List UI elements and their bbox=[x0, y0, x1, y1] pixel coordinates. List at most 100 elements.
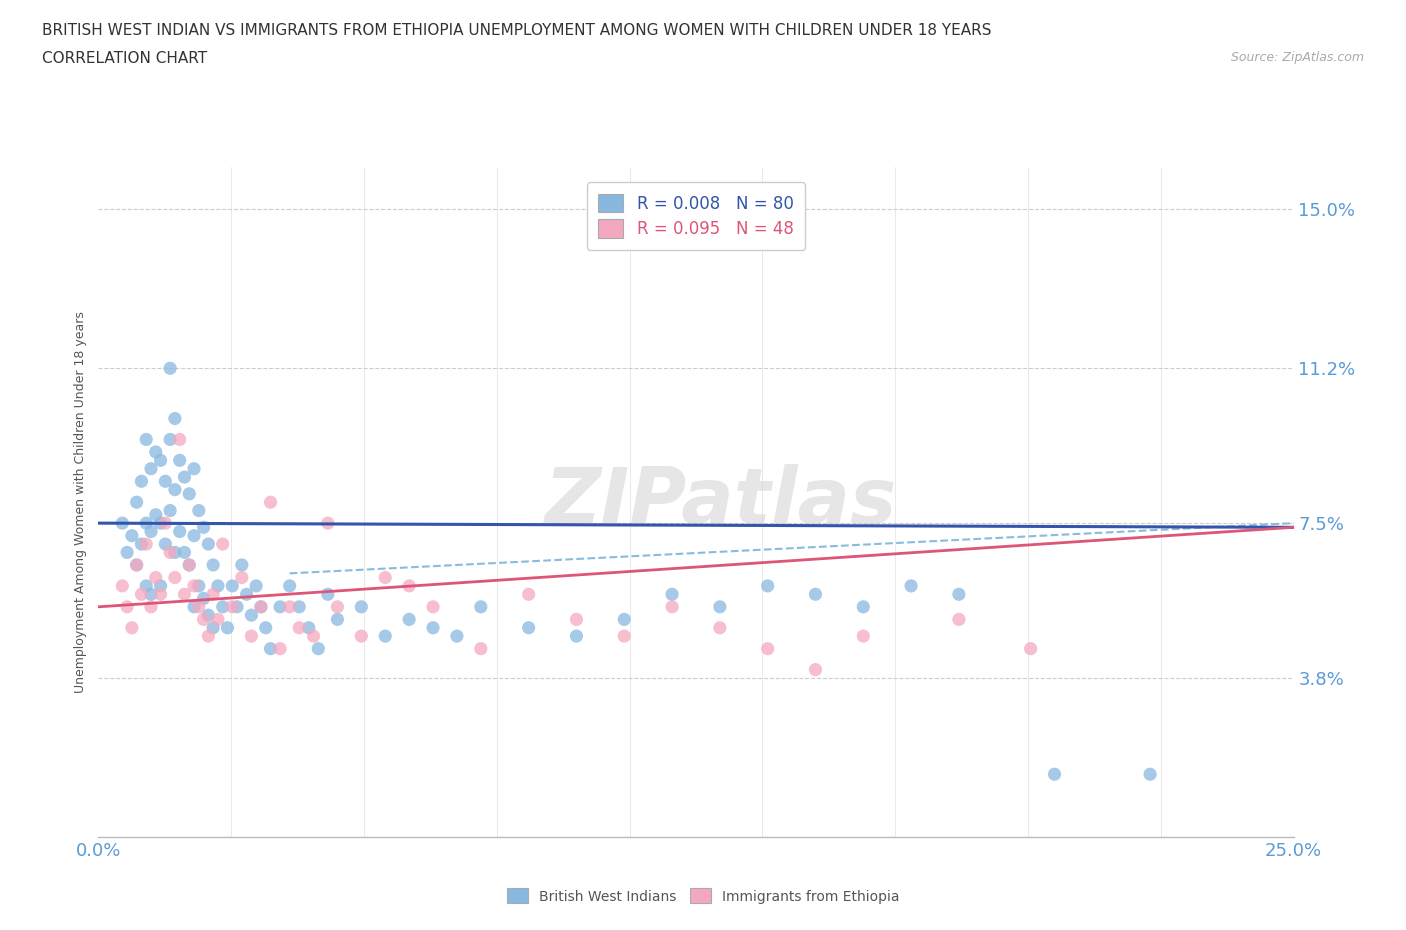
Point bbox=[221, 600, 243, 615]
Point bbox=[173, 587, 195, 602]
Point bbox=[250, 600, 273, 615]
Point bbox=[804, 662, 827, 677]
Point bbox=[121, 620, 143, 635]
Point bbox=[259, 642, 281, 657]
Point bbox=[900, 578, 922, 593]
Point bbox=[149, 578, 172, 593]
Point bbox=[517, 620, 540, 635]
Point bbox=[613, 629, 636, 644]
Point bbox=[163, 483, 186, 498]
Point bbox=[202, 558, 225, 573]
Point bbox=[948, 612, 970, 627]
Point bbox=[159, 503, 181, 518]
Point bbox=[470, 642, 492, 657]
Point bbox=[302, 629, 325, 644]
Point bbox=[135, 537, 157, 551]
Point bbox=[374, 629, 396, 644]
Point bbox=[145, 445, 167, 459]
Point bbox=[756, 642, 779, 657]
Point bbox=[240, 608, 263, 623]
Point bbox=[446, 629, 468, 644]
Point bbox=[159, 432, 181, 447]
Point bbox=[278, 578, 301, 593]
Point bbox=[221, 578, 243, 593]
Point bbox=[173, 545, 195, 560]
Point bbox=[139, 461, 162, 476]
Text: BRITISH WEST INDIAN VS IMMIGRANTS FROM ETHIOPIA UNEMPLOYMENT AMONG WOMEN WITH CH: BRITISH WEST INDIAN VS IMMIGRANTS FROM E… bbox=[42, 23, 991, 38]
Point bbox=[149, 453, 172, 468]
Point bbox=[470, 600, 492, 615]
Point bbox=[422, 600, 444, 615]
Point bbox=[193, 520, 215, 535]
Point bbox=[169, 453, 191, 468]
Point bbox=[269, 600, 291, 615]
Point bbox=[709, 600, 731, 615]
Point bbox=[350, 600, 373, 615]
Point bbox=[115, 545, 138, 560]
Point bbox=[149, 516, 172, 531]
Point bbox=[155, 537, 177, 551]
Point bbox=[187, 578, 209, 593]
Point bbox=[245, 578, 267, 593]
Point bbox=[139, 525, 162, 539]
Point bbox=[217, 620, 239, 635]
Point bbox=[398, 612, 420, 627]
Point bbox=[613, 612, 636, 627]
Point bbox=[197, 629, 219, 644]
Point bbox=[169, 525, 191, 539]
Point bbox=[149, 587, 172, 602]
Point bbox=[163, 570, 186, 585]
Point bbox=[159, 361, 181, 376]
Point bbox=[517, 587, 540, 602]
Point bbox=[756, 578, 779, 593]
Point bbox=[155, 474, 177, 489]
Point bbox=[565, 612, 588, 627]
Point bbox=[231, 558, 253, 573]
Point bbox=[207, 578, 229, 593]
Point bbox=[135, 432, 157, 447]
Point bbox=[187, 503, 209, 518]
Point bbox=[131, 474, 153, 489]
Point bbox=[135, 578, 157, 593]
Point bbox=[173, 470, 195, 485]
Point bbox=[202, 587, 225, 602]
Point bbox=[1043, 766, 1066, 781]
Point bbox=[948, 587, 970, 602]
Point bbox=[326, 600, 349, 615]
Point bbox=[240, 629, 263, 644]
Point bbox=[661, 587, 683, 602]
Point bbox=[288, 620, 311, 635]
Point bbox=[179, 558, 201, 573]
Point bbox=[125, 495, 148, 510]
Point bbox=[1139, 766, 1161, 781]
Point bbox=[183, 461, 205, 476]
Point bbox=[139, 600, 162, 615]
Point bbox=[145, 508, 167, 523]
Point bbox=[269, 642, 291, 657]
Point bbox=[231, 570, 253, 585]
Point bbox=[145, 570, 167, 585]
Text: Source: ZipAtlas.com: Source: ZipAtlas.com bbox=[1230, 51, 1364, 64]
Point bbox=[155, 516, 177, 531]
Point bbox=[163, 545, 186, 560]
Point bbox=[226, 600, 249, 615]
Point bbox=[852, 600, 875, 615]
Point bbox=[1019, 642, 1042, 657]
Point bbox=[183, 528, 205, 543]
Point bbox=[139, 587, 162, 602]
Point bbox=[197, 537, 219, 551]
Point bbox=[211, 600, 233, 615]
Point bbox=[159, 545, 181, 560]
Point bbox=[326, 612, 349, 627]
Point bbox=[187, 600, 209, 615]
Point bbox=[350, 629, 373, 644]
Point bbox=[316, 516, 339, 531]
Point bbox=[422, 620, 444, 635]
Point bbox=[709, 620, 731, 635]
Point bbox=[250, 600, 273, 615]
Point bbox=[804, 587, 827, 602]
Point bbox=[211, 537, 233, 551]
Point bbox=[163, 411, 186, 426]
Point bbox=[852, 629, 875, 644]
Legend: British West Indians, Immigrants from Ethiopia: British West Indians, Immigrants from Et… bbox=[501, 883, 905, 910]
